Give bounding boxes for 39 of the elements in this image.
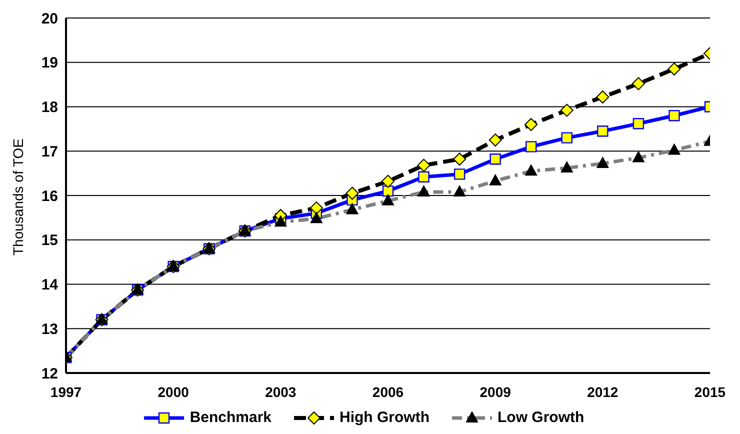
y-tick-label: 15 (41, 232, 58, 250)
point (596, 90, 610, 104)
y-tick-label: 13 (41, 320, 58, 338)
x-tick-label: 2006 (372, 384, 404, 400)
point (668, 62, 681, 76)
legend-label: High Growth (340, 409, 430, 426)
point (632, 77, 645, 90)
point (561, 132, 572, 144)
point (524, 118, 538, 131)
y-tick-label: 19 (41, 54, 58, 72)
point (346, 186, 359, 200)
y-axis-title: Thousands of TOE (10, 138, 26, 256)
point (382, 174, 394, 188)
y-tick-label: 18 (41, 99, 58, 116)
x-tick-label: 2009 (480, 384, 512, 400)
point (560, 104, 574, 117)
point (526, 141, 537, 152)
y-tick-label: 16 (41, 188, 58, 205)
y-tick-label: 20 (41, 10, 58, 28)
y-tick-label: 14 (41, 276, 59, 294)
point (597, 126, 608, 137)
point (417, 158, 430, 172)
x-tick-label: 2015 (694, 384, 726, 400)
legend-label: Benchmark (190, 409, 272, 426)
x-tick-label: 2003 (265, 384, 296, 400)
point (453, 152, 466, 166)
point (668, 110, 680, 122)
x-tick-label: 2012 (587, 384, 618, 400)
point (490, 154, 501, 165)
point (418, 171, 430, 182)
x-tick-label: 1997 (50, 384, 82, 400)
point (454, 168, 466, 180)
y-tick-label: 12 (41, 365, 58, 382)
point (632, 118, 644, 130)
point (310, 201, 323, 214)
x-tick-label: 2000 (158, 384, 190, 400)
y-tick-label: 17 (41, 143, 58, 160)
legend-label: Low Growth (498, 409, 584, 426)
point (488, 134, 502, 147)
